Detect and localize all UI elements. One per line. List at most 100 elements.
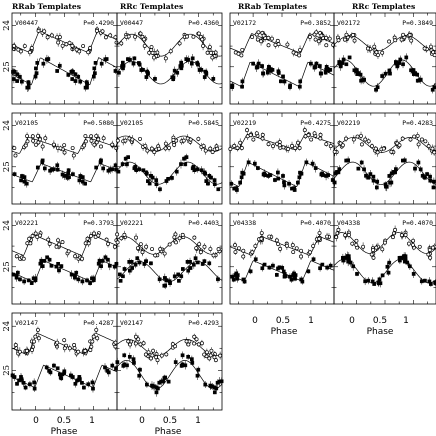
data-point [387,174,392,178]
data-point [177,278,181,283]
data-point [371,174,376,179]
data-point [274,273,279,277]
data-point [173,344,177,349]
data-point [266,35,271,40]
data-point [74,47,79,52]
data-point [104,237,109,242]
data-point [250,34,255,39]
data-point [128,57,132,62]
data-point [430,245,435,250]
data-point [309,61,313,66]
data-point [299,277,304,282]
data-point [83,139,88,144]
data-point [380,273,385,278]
data-point [299,248,304,253]
light-curve-panel: 24 25 V00447 P=0.4290 [2,12,119,105]
data-point [19,377,24,381]
data-point [125,162,129,167]
data-point [418,167,423,172]
data-point [306,269,311,274]
data-point [425,172,429,176]
data-point [196,136,201,141]
x-tick-label: 0 [349,316,355,326]
data-point [34,71,39,76]
data-point [170,75,175,80]
star-id-label: V02219 [233,119,256,127]
data-point [145,148,150,153]
data-point [260,132,265,137]
data-point [119,41,124,46]
data-point [256,30,261,35]
data-point [56,238,60,243]
data-point [255,37,260,42]
data-point [92,231,96,236]
data-point [66,73,71,77]
data-point [375,150,380,155]
data-point [78,377,82,381]
period-label: P=0.4360 [188,19,219,27]
data-point [409,38,414,43]
data-point [46,237,51,242]
data-point [368,172,373,176]
data-point [138,242,143,247]
data-point [89,138,94,143]
data-point [373,146,378,151]
data-point [320,262,325,267]
data-point [20,79,24,84]
data-point [423,175,427,180]
data-point [114,146,119,151]
x-tick-label: 0 [139,416,145,426]
data-point [32,386,37,391]
data-point [73,381,78,386]
data-point [163,375,168,380]
data-point [190,361,195,365]
data-point [268,173,273,177]
data-point [380,247,385,252]
x-axis-label: Phase [367,327,394,337]
data-point [168,281,172,285]
data-point [209,348,214,353]
data-point [387,260,392,265]
data-point [253,257,258,262]
data-point [91,334,96,339]
data-point [11,272,16,277]
data-point [238,140,243,145]
data-point [230,274,234,279]
data-point [313,37,318,42]
data-point [371,255,376,260]
data-point [241,171,246,176]
data-point [42,166,47,171]
data-point [204,350,209,355]
data-point [401,62,405,67]
data-point [190,357,194,362]
y-tick-label: 24 [2,20,12,31]
data-point [266,142,271,147]
data-point [179,274,184,279]
data-point [77,49,82,54]
data-point [141,341,146,346]
data-point [136,337,141,342]
data-point [192,235,197,240]
data-point [162,276,167,280]
data-point [12,172,17,177]
data-point [122,353,127,358]
data-point [208,146,213,151]
data-point [172,235,177,240]
data-point [340,143,345,148]
data-point [45,35,50,40]
data-point [40,158,45,163]
light-curve-panel: V02147 P=0.4293 [115,312,224,411]
data-point [341,57,346,62]
data-point [402,158,407,163]
data-point [336,170,341,175]
data-point [393,38,398,43]
data-point [12,43,16,48]
data-point [101,136,106,141]
data-point [420,137,424,142]
data-point [312,131,317,136]
data-point [93,61,98,65]
data-point [73,254,78,259]
data-point [347,257,351,262]
data-point [55,69,59,73]
data-point [174,240,178,245]
